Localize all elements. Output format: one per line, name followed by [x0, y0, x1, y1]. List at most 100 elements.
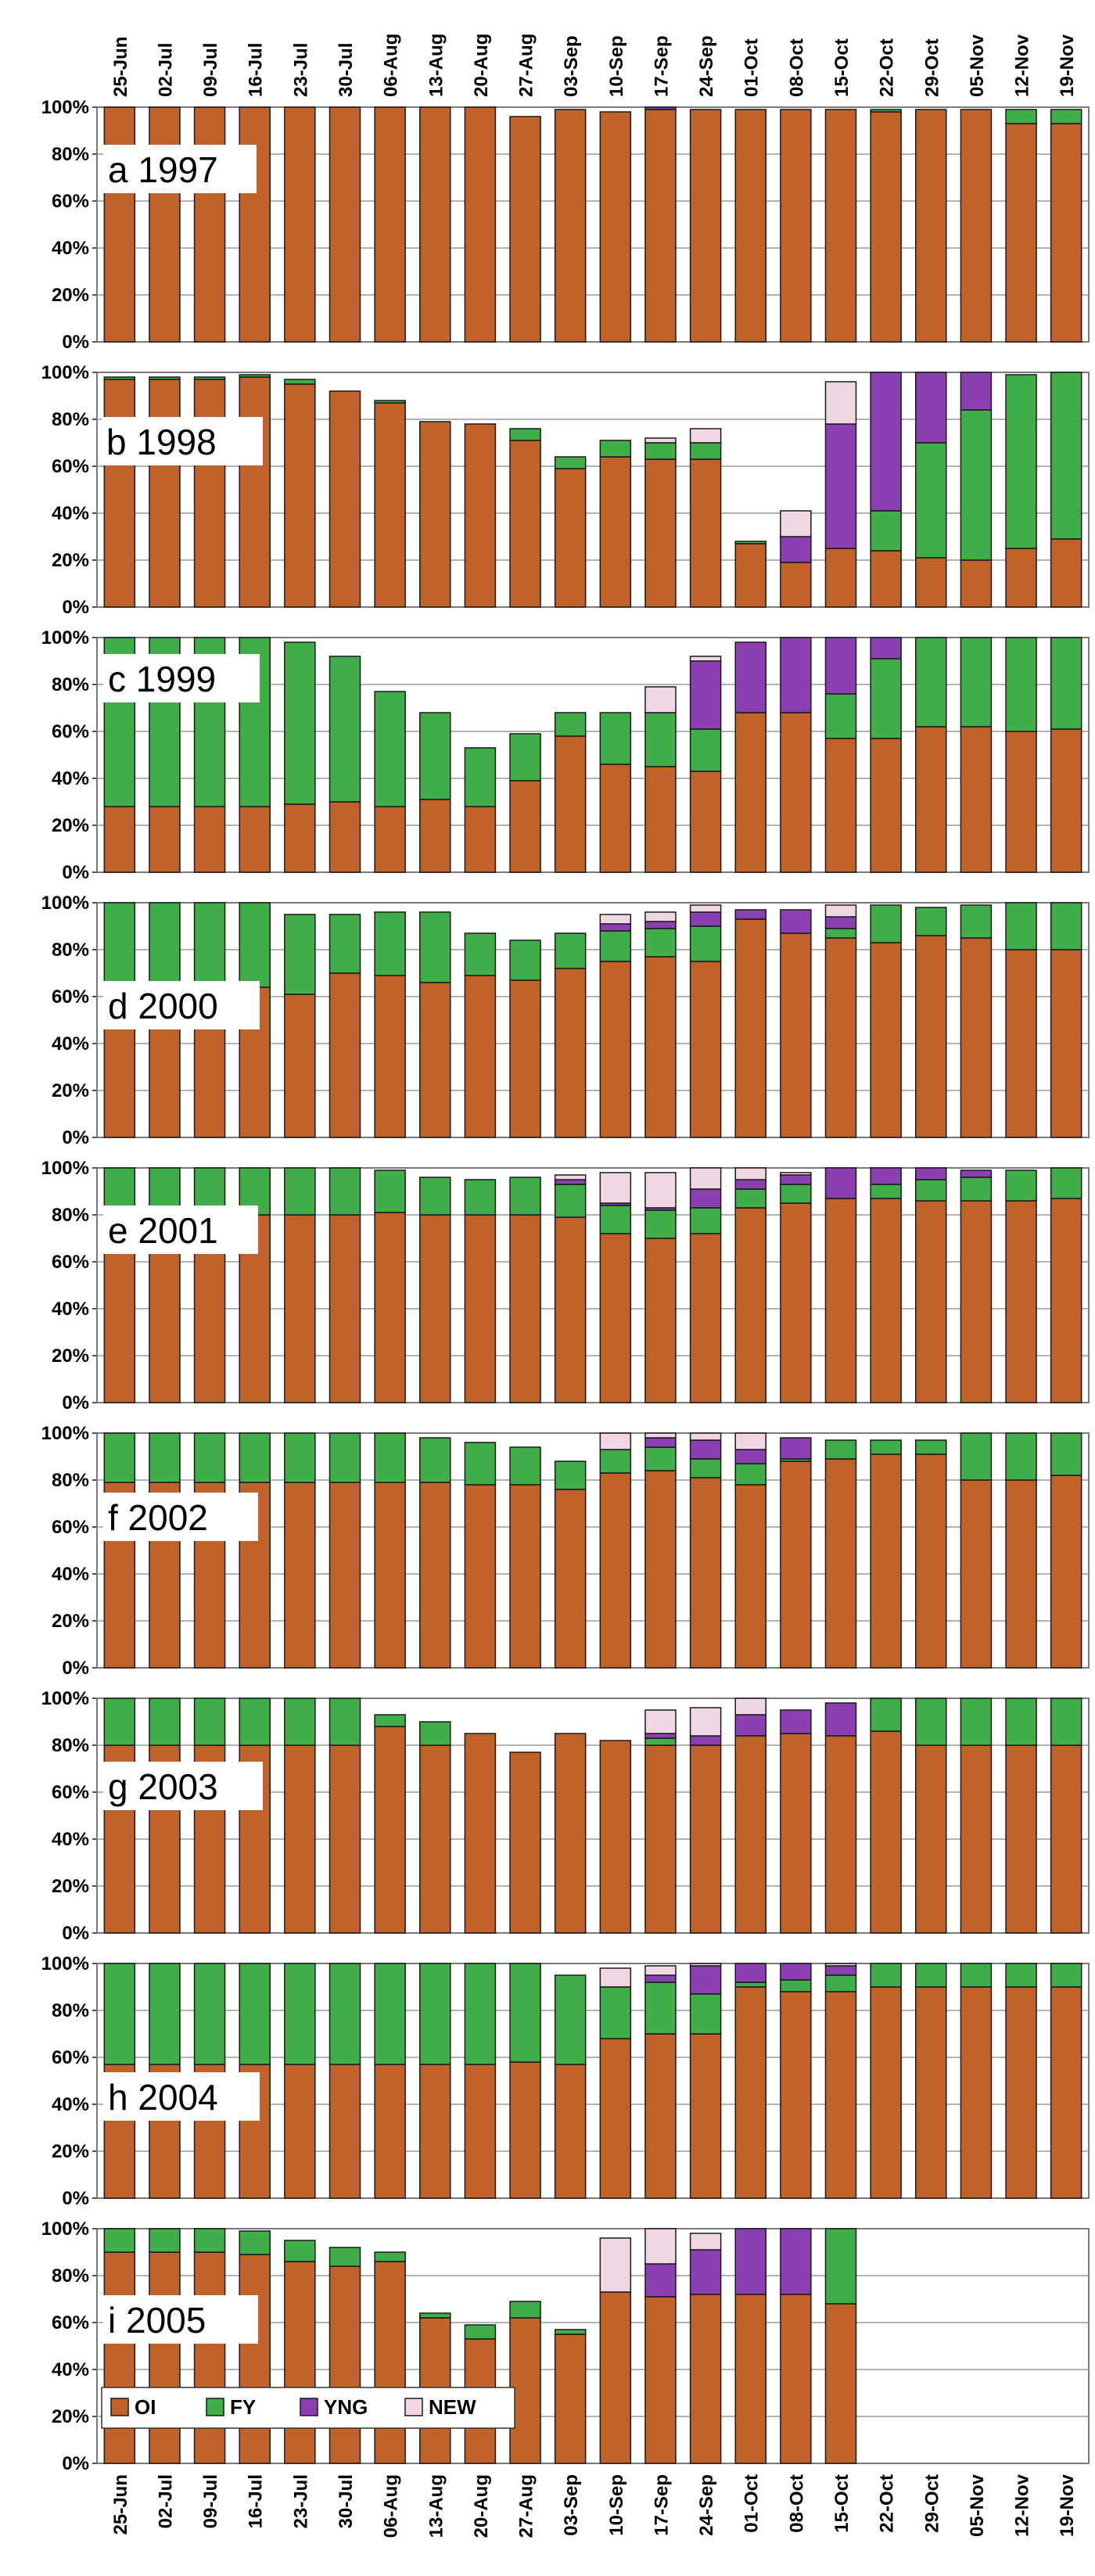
bar-segment-oi: [915, 726, 947, 873]
bar-segment-new: [554, 1174, 587, 1180]
bar-segment-fy: [599, 1205, 632, 1234]
bar-segment-fy: [103, 376, 136, 380]
bar-segment-oi: [374, 975, 406, 1138]
bar-segment-fy: [915, 637, 947, 728]
date-label-top: 20-Aug: [471, 34, 492, 97]
bar-segment-oi: [915, 1744, 947, 1934]
bar-segment-oi: [419, 2064, 451, 2199]
panel-label-box: [103, 1205, 258, 1254]
y-tick-label: 60%: [52, 1517, 89, 1538]
bar-segment-oi: [284, 383, 316, 608]
bar-segment-fy: [419, 1963, 451, 2065]
bar-segment-new: [644, 1709, 677, 1734]
bar-segment-fy: [284, 1167, 316, 1216]
y-tick-label: 0%: [62, 332, 89, 353]
bar-segment-oi: [464, 1214, 497, 1403]
bar-segment-oi: [960, 1200, 993, 1403]
bar-segment-oi: [284, 106, 316, 343]
bar-segment-fy: [780, 1979, 812, 1992]
bar-segment-oi: [824, 1991, 857, 2199]
bar-segment-new: [689, 656, 722, 662]
bar-segment-oi: [824, 738, 857, 873]
bar-segment-fy: [239, 1698, 271, 1746]
bar-segment-fy: [419, 1437, 451, 1483]
y-tick-label: 20%: [52, 815, 89, 836]
bar-segment-fy: [103, 1432, 136, 1483]
bar-segment-oi: [689, 2294, 722, 2464]
y-tick-label: 0%: [62, 2453, 89, 2474]
bar-segment-oi: [1050, 1744, 1082, 1934]
bar-segment-oi: [915, 557, 947, 608]
bar-segment-fy: [554, 2329, 587, 2335]
bar-segment-fy: [689, 925, 722, 962]
bar-segment-fy: [1050, 902, 1082, 950]
bar-segment-new: [734, 1698, 766, 1716]
bar-segment-oi: [780, 109, 812, 343]
bar-segment-oi: [1050, 1198, 1082, 1403]
date-label-top: 06-Aug: [381, 34, 402, 97]
bar-segment-oi: [554, 1216, 587, 1403]
bar-segment-fy: [374, 400, 406, 404]
bar-segment-fy: [464, 1442, 497, 1486]
y-tick-label: 0%: [62, 862, 89, 883]
y-tick-label: 20%: [52, 2406, 89, 2427]
y-tick-label: 0%: [62, 597, 89, 618]
panel-b-1998: 0% 20% 40% 60% 80% 100% b 1998: [41, 362, 1090, 618]
bar-segment-fy: [554, 712, 587, 737]
bar-segment-oi: [960, 1744, 993, 1934]
panel-label-box: [103, 981, 260, 1029]
bar-segment-yng: [870, 637, 902, 659]
date-label-top: 05-Nov: [967, 34, 988, 97]
y-tick-label: 0%: [62, 1392, 89, 1414]
y-tick-label: 0%: [62, 1127, 89, 1148]
date-label-bottom: 09-Jul: [200, 2474, 221, 2528]
bar-segment-oi: [870, 550, 902, 608]
bar-segment-new: [689, 428, 722, 444]
date-label-top: 24-Sep: [696, 35, 717, 97]
bar-segment-fy: [870, 1439, 902, 1455]
bar-segment-oi: [239, 106, 271, 343]
panel-f-2002: 0% 20% 40% 60% 80% 100% f 2002: [41, 1423, 1090, 1679]
legend-label-new: NEW: [429, 2395, 476, 2419]
bar-segment-yng: [734, 1963, 766, 1983]
bar-segment-fy: [915, 1439, 947, 1455]
bar-segment-oi: [419, 421, 451, 608]
bar-segment-new: [734, 1167, 766, 1180]
bar-segment-new: [644, 437, 677, 444]
bar-segment-yng: [689, 1735, 722, 1746]
bar-segment-oi: [734, 1207, 766, 1403]
bar-segment-fy: [915, 1963, 947, 1988]
date-label-top: 13-Aug: [425, 34, 447, 97]
date-label-bottom: 12-Nov: [1012, 2474, 1033, 2537]
bar-segment-oi: [915, 109, 947, 343]
panel-label: g 2003: [108, 1766, 218, 1807]
bar-segment-fy: [960, 1963, 993, 1988]
bar-segment-oi: [599, 961, 632, 1138]
bar-segment-fy: [824, 928, 857, 939]
bar-segment-oi: [689, 2033, 722, 2199]
date-label-top: 19-Nov: [1057, 34, 1078, 97]
y-tick-label: 80%: [52, 940, 89, 961]
date-label-bottom: 05-Nov: [967, 2474, 988, 2537]
bar-segment-new: [644, 911, 677, 922]
bar-segment-oi: [328, 1744, 361, 1934]
bar-segment-oi: [509, 2061, 541, 2199]
bar-segment-oi: [284, 1214, 316, 1403]
bar-segment-fy: [193, 1698, 226, 1746]
panel-label: i 2005: [108, 2300, 206, 2341]
bar-segment-oi: [149, 2251, 181, 2464]
bar-segment-fy: [599, 712, 632, 765]
bar-segment-oi: [734, 712, 766, 873]
bar-segment-fy: [689, 1207, 722, 1234]
bar-segment-oi: [960, 1479, 993, 1669]
legend-swatch-fy: [206, 2398, 224, 2416]
bar-segment-fy: [870, 658, 902, 739]
panel-label: h 2004: [108, 2077, 218, 2118]
bar-segment-oi: [284, 1744, 316, 1934]
bar-segment-fy: [328, 1698, 361, 1746]
bar-segment-oi: [1005, 949, 1037, 1138]
bar-segment-fy: [1005, 374, 1037, 549]
y-tick-label: 100%: [41, 1688, 89, 1709]
bar-segment-fy: [1050, 1432, 1082, 1476]
bar-segment-yng: [870, 372, 902, 512]
